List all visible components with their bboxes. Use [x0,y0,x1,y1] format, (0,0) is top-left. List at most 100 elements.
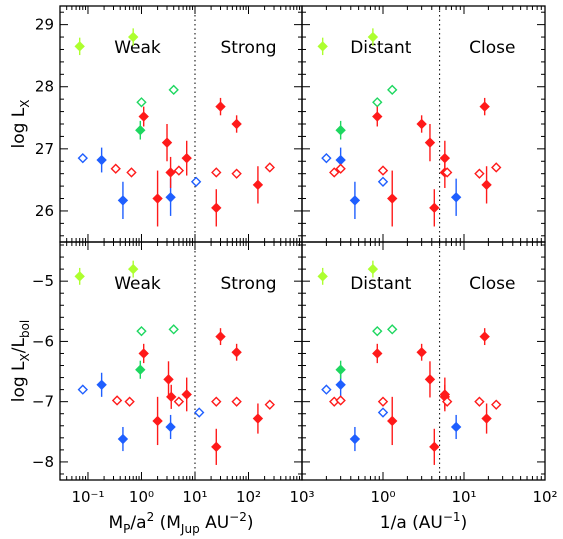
diamond-marker [335,379,346,390]
region-label-right: Strong [220,38,276,58]
data-point [349,181,361,220]
data-point [96,147,107,173]
data-point [335,120,346,140]
x-tick-label: 10⁰ [370,488,395,506]
x-tick-label: 10² [236,488,261,506]
diamond-marker [416,118,427,130]
diamond-marker [77,384,88,395]
data-point [152,396,163,446]
data-point [136,97,147,108]
diamond-marker [377,176,389,187]
data-point [111,395,123,406]
y-tick-label: 29 [35,16,54,34]
diamond-marker [450,192,462,203]
diamond-marker [424,374,436,385]
data-point [138,106,149,127]
diamond-marker [128,31,139,43]
diamond-marker [321,152,332,164]
diamond-marker [372,325,383,337]
data-point [215,97,226,116]
region-label-right: Close [469,274,515,294]
data-point [441,167,453,178]
data-point [450,414,462,440]
panel-bottom-left: −8 −7 −6 −5 10⁻¹ 10⁰ 10¹ 10² 10³ Weak Strong log LX… [9,241,315,536]
diamond-marker [367,263,379,275]
y-tick-label: 26 [35,202,54,220]
data-point [126,167,137,178]
panel-top-left: 26 27 28 29 Weak Strong log LX [9,5,303,243]
data-point [317,37,328,56]
data-point [173,396,185,407]
y-tick-label: −7 [32,393,54,411]
diamond-marker [152,193,163,204]
diamond-marker [135,125,146,136]
data-point [377,407,389,418]
data-point [335,163,346,174]
region-label-left: Distant [350,38,412,58]
diamond-marker [136,97,147,108]
diamond-marker [329,167,340,178]
data-point [321,152,332,164]
region-label-right: Close [469,38,515,58]
diamond-marker [173,396,185,407]
data-point [349,426,361,452]
diamond-marker [335,395,346,406]
data-point [252,166,264,204]
diamond-marker [264,399,275,410]
diamond-marker [124,396,135,407]
data-point [491,162,502,173]
data-point [429,428,440,465]
x-tick-label: 10⁰ [129,488,154,506]
data-point [163,361,174,398]
diamond-marker [481,179,492,191]
data-point [474,396,485,407]
diamond-marker [481,413,492,424]
diamond-marker [441,396,453,407]
diamond-marker [165,167,176,178]
diamond-marker [335,364,346,375]
diamond-marker [126,167,137,178]
data-point [372,97,383,108]
diamond-marker [168,324,179,335]
data-point [211,167,222,178]
diamond-marker [439,389,451,400]
diamond-marker [387,324,398,335]
data-point [335,360,346,379]
diamond-marker [491,399,502,410]
panel-frame [301,241,546,481]
diamond-marker [74,41,85,52]
diamond-marker [215,101,226,112]
y-tick-label: −5 [32,272,54,290]
y-tick-label: −6 [32,332,54,350]
diamond-marker [128,263,139,275]
data-point [135,120,146,140]
data-point [165,414,176,440]
diamond-marker [138,111,149,122]
diamond-marker [96,379,107,390]
data-point [117,426,129,452]
data-point [479,328,490,346]
region-label-left: Weak [114,274,161,294]
x-tick-label: 10³ [289,488,314,506]
diamond-marker [372,111,383,122]
diamond-marker [349,433,361,445]
data-point [110,163,121,174]
data-point [367,28,379,46]
data-point [416,343,427,361]
panel-bottom-right: 10⁰ 10¹ 10² Distant Close 1/a (AU−1) [301,241,558,533]
diamond-marker [117,195,129,206]
data-point [252,403,264,434]
data-point [439,377,451,412]
panel-top-right: Distant Close [301,5,546,243]
data-point [135,360,146,379]
data-point [231,115,242,133]
diamond-marker [252,179,264,191]
diamond-marker [387,193,398,204]
diamond-marker [479,331,490,342]
diamond-marker [190,176,202,187]
diamond-marker [474,396,485,407]
data-point [387,324,398,335]
data-point [181,377,192,412]
diamond-marker [231,396,242,407]
data-point [161,124,173,162]
